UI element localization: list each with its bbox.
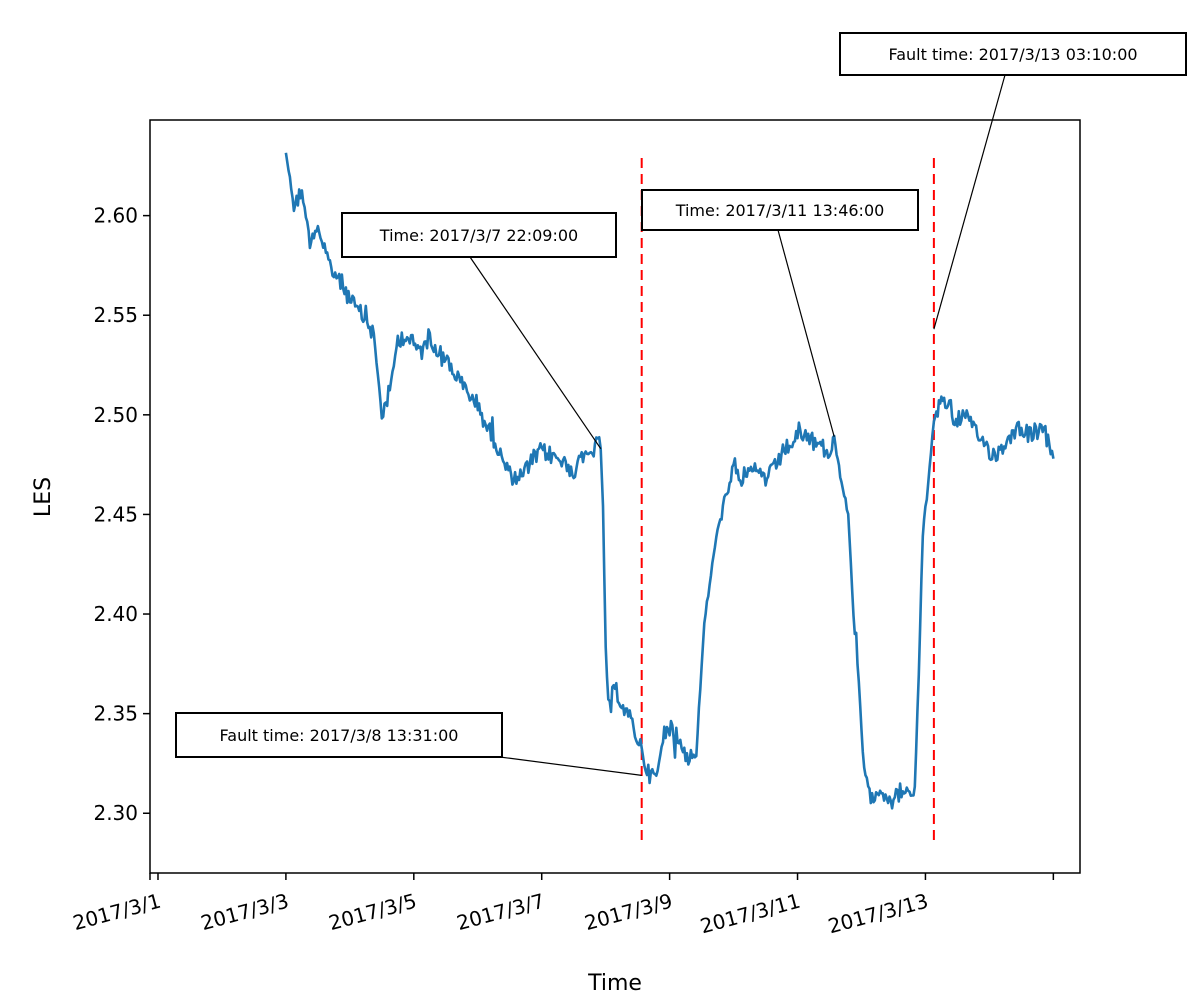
- annotation-box: [641, 189, 919, 231]
- y-axis-title: LES: [31, 477, 56, 517]
- annotation-leader-line: [777, 229, 835, 437]
- x-tick-label: 2017/3/3: [198, 889, 291, 935]
- x-tick-label: 2017/3/13: [825, 889, 930, 939]
- y-tick-label: 2.55: [93, 303, 138, 327]
- annotation-leader-line: [933, 74, 1006, 330]
- annotation-label: Time: 2017/3/7 22:09:00: [379, 226, 578, 245]
- annotation-label: Time: 2017/3/11 13:46:00: [675, 201, 885, 220]
- annotation-leader-line: [469, 256, 602, 450]
- x-tick-label: 2017/3/5: [326, 889, 419, 935]
- y-tick-label: 2.45: [93, 502, 138, 526]
- y-tick-label: 2.50: [93, 403, 138, 427]
- x-axis-title: Time: [587, 971, 642, 996]
- les-series-line: [284, 152, 1055, 810]
- annotation-box: [839, 32, 1187, 76]
- y-tick-label: 2.35: [93, 702, 138, 726]
- y-tick-label: 2.60: [93, 204, 138, 228]
- annotation-label: Fault time: 2017/3/13 03:10:00: [888, 45, 1137, 64]
- y-tick-label: 2.40: [93, 602, 138, 626]
- annotation-box: [175, 712, 503, 758]
- x-tick-label: 2017/3/9: [582, 889, 675, 935]
- annotation-leader-line: [499, 756, 642, 776]
- x-tick-label: 2017/3/11: [698, 889, 803, 939]
- annotation-label: Fault time: 2017/3/8 13:31:00: [220, 726, 459, 745]
- x-tick-label: 2017/3/7: [454, 889, 547, 935]
- annotation-box: [341, 212, 617, 258]
- plot-frame: [149, 119, 1081, 874]
- y-tick-label: 2.30: [93, 801, 138, 825]
- x-tick-label: 2017/3/1: [70, 889, 163, 935]
